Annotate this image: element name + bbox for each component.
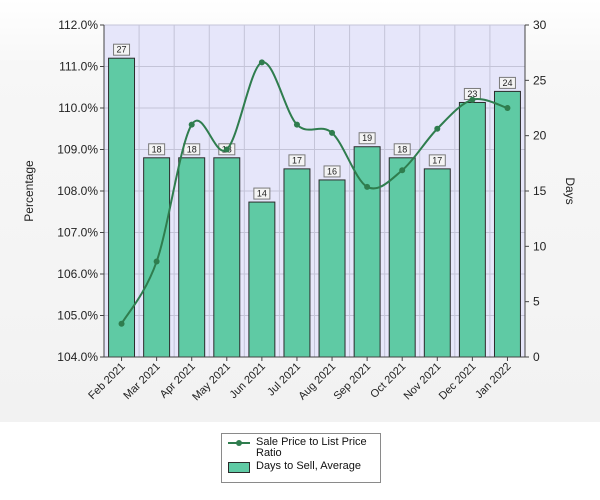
right-tick-label: 25 bbox=[533, 73, 547, 87]
bar-swatch-icon bbox=[228, 462, 250, 473]
legend-entry-bar: Days to Sell, Average bbox=[228, 461, 374, 473]
ratio-point bbox=[188, 121, 195, 128]
y-axis-title: Percentage bbox=[22, 160, 36, 222]
data-label-box bbox=[148, 143, 166, 156]
left-tick-label: 108.0% bbox=[57, 184, 98, 198]
legend: Sale Price to List Price Ratio Days to S… bbox=[221, 433, 381, 483]
ratio-point bbox=[153, 258, 160, 265]
bar bbox=[283, 168, 311, 358]
left-tick-label: 109.0% bbox=[57, 143, 98, 157]
data-label: 16 bbox=[327, 166, 337, 176]
ratio-point bbox=[329, 129, 336, 136]
bar bbox=[388, 157, 416, 358]
line-marker-icon bbox=[228, 438, 250, 448]
bar bbox=[108, 57, 136, 358]
right-tick-label: 30 bbox=[533, 18, 547, 32]
legend-label-line: Sale Price to List Price Ratio bbox=[256, 436, 367, 459]
ratio-point bbox=[504, 105, 511, 111]
x-tick-label: Dec 2021 bbox=[437, 361, 479, 403]
right-tick-label: 10 bbox=[533, 239, 547, 253]
x-tick-label: Nov 2021 bbox=[402, 361, 444, 403]
bar bbox=[353, 146, 381, 358]
x-tick-label: Aug 2021 bbox=[296, 361, 338, 403]
bar bbox=[178, 157, 206, 358]
ratio-point bbox=[293, 121, 300, 128]
data-label: 18 bbox=[397, 144, 407, 154]
left-tick-label: 112.0% bbox=[58, 18, 98, 32]
data-label: 17 bbox=[292, 155, 302, 165]
left-tick-label: 111.0% bbox=[59, 60, 98, 74]
ratio-point bbox=[399, 167, 406, 174]
data-label-box bbox=[253, 187, 271, 200]
legend-entry-line: Sale Price to List Price Ratio bbox=[228, 437, 374, 459]
right-tick-label: 20 bbox=[533, 129, 547, 143]
x-tick-label: May 2021 bbox=[190, 361, 233, 404]
right-tick-label: 5 bbox=[533, 295, 540, 309]
data-label: 18 bbox=[152, 144, 162, 154]
x-tick-label: Sep 2021 bbox=[331, 361, 373, 403]
data-label: 23 bbox=[467, 89, 477, 99]
bar bbox=[423, 168, 451, 358]
data-label-box bbox=[428, 154, 446, 167]
data-label: 27 bbox=[117, 45, 127, 55]
right-tick-label: 15 bbox=[533, 184, 547, 198]
bar bbox=[318, 179, 346, 358]
ratio-point bbox=[469, 96, 476, 103]
bar bbox=[213, 157, 241, 358]
combo-chart: 271818181417161918172324104.0%105.0%106.… bbox=[22, 18, 577, 404]
bar bbox=[458, 101, 486, 358]
x-tick-label: Mar 2021 bbox=[121, 361, 162, 402]
left-tick-label: 105.0% bbox=[57, 309, 98, 323]
data-label-box bbox=[393, 143, 411, 156]
data-label-box bbox=[323, 165, 341, 178]
bar bbox=[143, 157, 171, 358]
bar bbox=[493, 90, 521, 358]
bar bbox=[248, 201, 276, 358]
ratio-point bbox=[118, 320, 125, 327]
data-label: 24 bbox=[502, 78, 512, 88]
ratio-point bbox=[258, 59, 265, 66]
ratio-point bbox=[223, 146, 230, 153]
ratio-point bbox=[434, 125, 441, 132]
data-label-box bbox=[358, 132, 376, 145]
ratio-point bbox=[364, 183, 371, 190]
x-tick-label: Jun 2021 bbox=[228, 361, 268, 401]
y2-axis-title: Days bbox=[563, 177, 577, 204]
data-label: 18 bbox=[187, 144, 197, 154]
data-label: 19 bbox=[362, 133, 372, 143]
data-label: 14 bbox=[257, 189, 267, 199]
left-tick-label: 107.0% bbox=[57, 226, 98, 240]
x-tick-label: Feb 2021 bbox=[86, 361, 127, 402]
data-label-box bbox=[113, 43, 131, 56]
left-tick-label: 110.0% bbox=[58, 101, 98, 115]
left-tick-label: 106.0% bbox=[57, 267, 98, 281]
data-label-box bbox=[498, 76, 516, 89]
legend-label-bar: Days to Sell, Average bbox=[256, 460, 361, 472]
data-label-box bbox=[288, 154, 306, 167]
x-tick-label: Jan 2022 bbox=[473, 361, 513, 401]
left-tick-label: 104.0% bbox=[57, 350, 98, 364]
data-label: 17 bbox=[432, 155, 442, 165]
right-tick-label: 0 bbox=[533, 350, 540, 364]
